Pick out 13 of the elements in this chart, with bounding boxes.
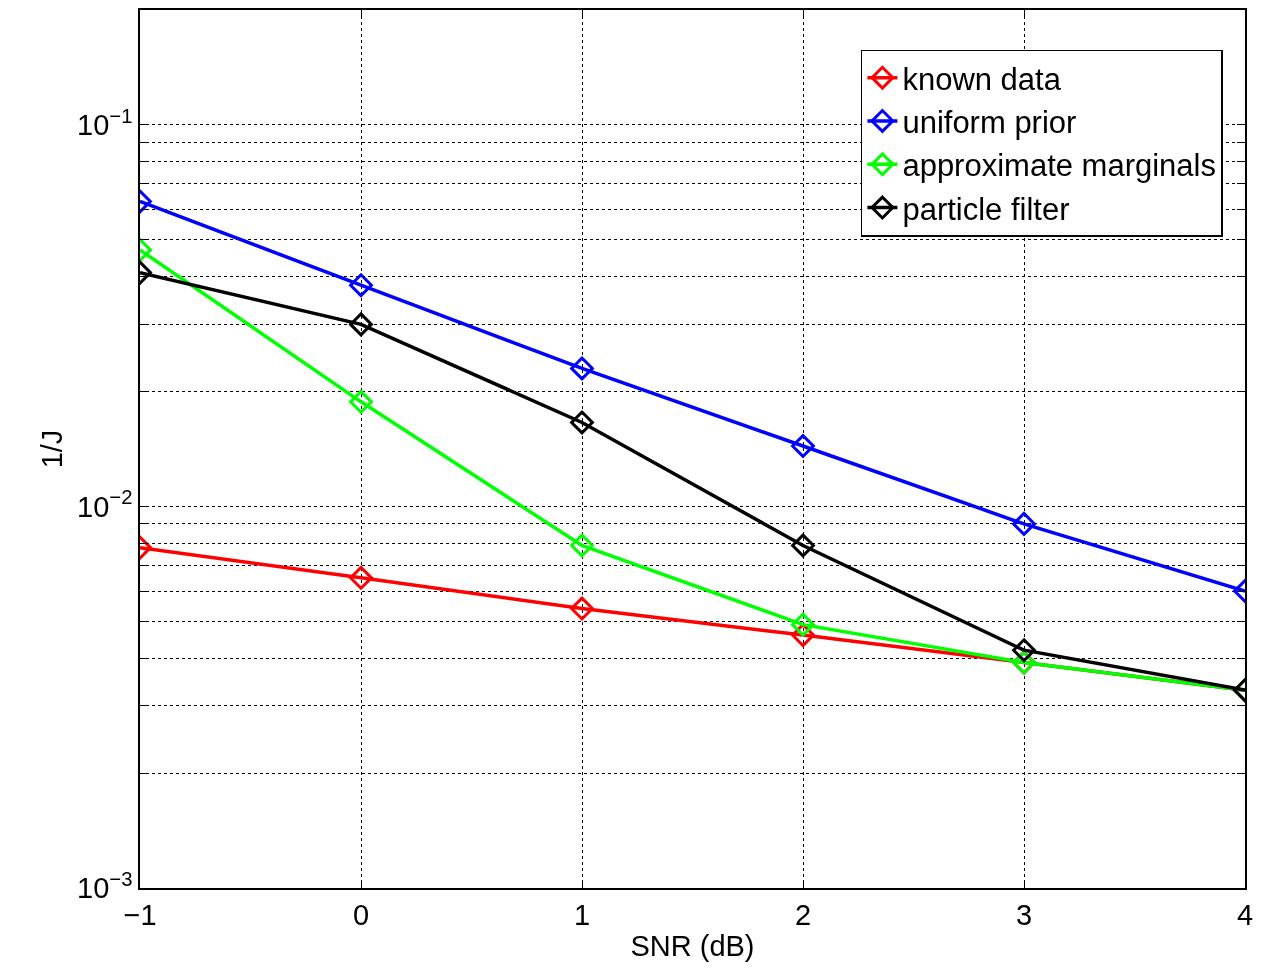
- x-tick-label: 0: [352, 898, 370, 931]
- legend-label: approximate marginals: [902, 148, 1216, 184]
- legend-label: uniform prior: [902, 105, 1077, 141]
- legend-label: known data: [902, 61, 1062, 97]
- y-tick-label: 10$^{−2}$: [77, 486, 133, 523]
- y-tick-label: 10$^{−1}$: [77, 104, 133, 142]
- x-tick-label: 3: [1015, 898, 1033, 931]
- legend-label: particle filter: [902, 191, 1070, 227]
- x-tick-label: 4: [1236, 898, 1254, 931]
- y-axis-title: 1/J: [35, 429, 68, 469]
- x-tick-label: 2: [794, 898, 812, 931]
- x-tick-label: 1: [573, 898, 591, 931]
- x-axis-title: SNR (dB): [630, 929, 755, 962]
